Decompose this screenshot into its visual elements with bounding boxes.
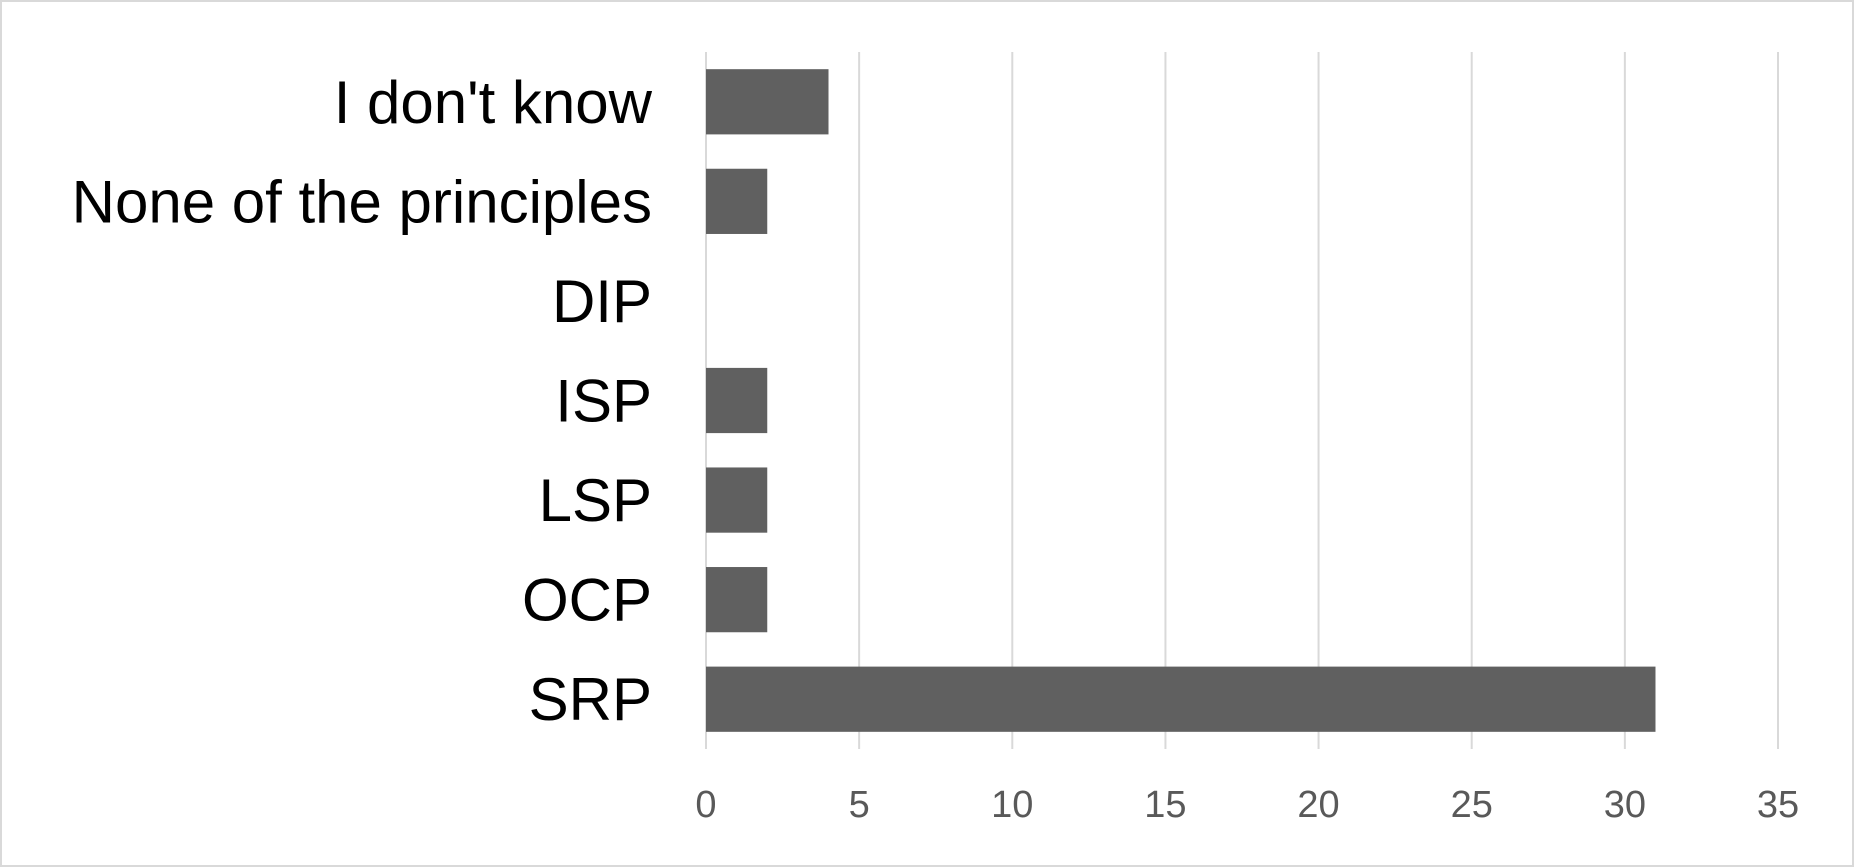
bar-srp — [706, 666, 1656, 732]
x-tick-label: 20 — [1297, 784, 1339, 826]
x-tick-label: 5 — [849, 784, 870, 826]
bar-i-don-t-know — [706, 69, 829, 135]
category-label: ISP — [555, 368, 652, 435]
bars — [706, 69, 1656, 732]
bar-lsp — [706, 467, 768, 533]
x-tick-label: 10 — [991, 784, 1033, 826]
x-tick-label: 30 — [1604, 784, 1646, 826]
gridlines — [705, 52, 1779, 749]
x-tick-label: 25 — [1451, 784, 1493, 826]
bar-isp — [706, 367, 768, 434]
x-tick-label: 35 — [1757, 784, 1799, 826]
category-label: OCP — [522, 567, 652, 634]
category-label: I don't know — [334, 69, 653, 136]
category-labels: I don't know None of the principles DIP ISP… — [72, 69, 653, 733]
category-label: LSP — [539, 467, 652, 534]
category-label: DIP — [552, 268, 652, 335]
x-tick-label: 15 — [1144, 784, 1186, 826]
x-tick-labels: 0 5 10 15 20 25 30 35 — [695, 784, 1799, 826]
bar-none-of-the-principles — [706, 168, 768, 234]
category-label: SRP — [529, 666, 652, 733]
category-label: None of the principles — [72, 168, 652, 235]
bar-ocp — [706, 567, 768, 633]
x-tick-label: 0 — [695, 784, 716, 826]
